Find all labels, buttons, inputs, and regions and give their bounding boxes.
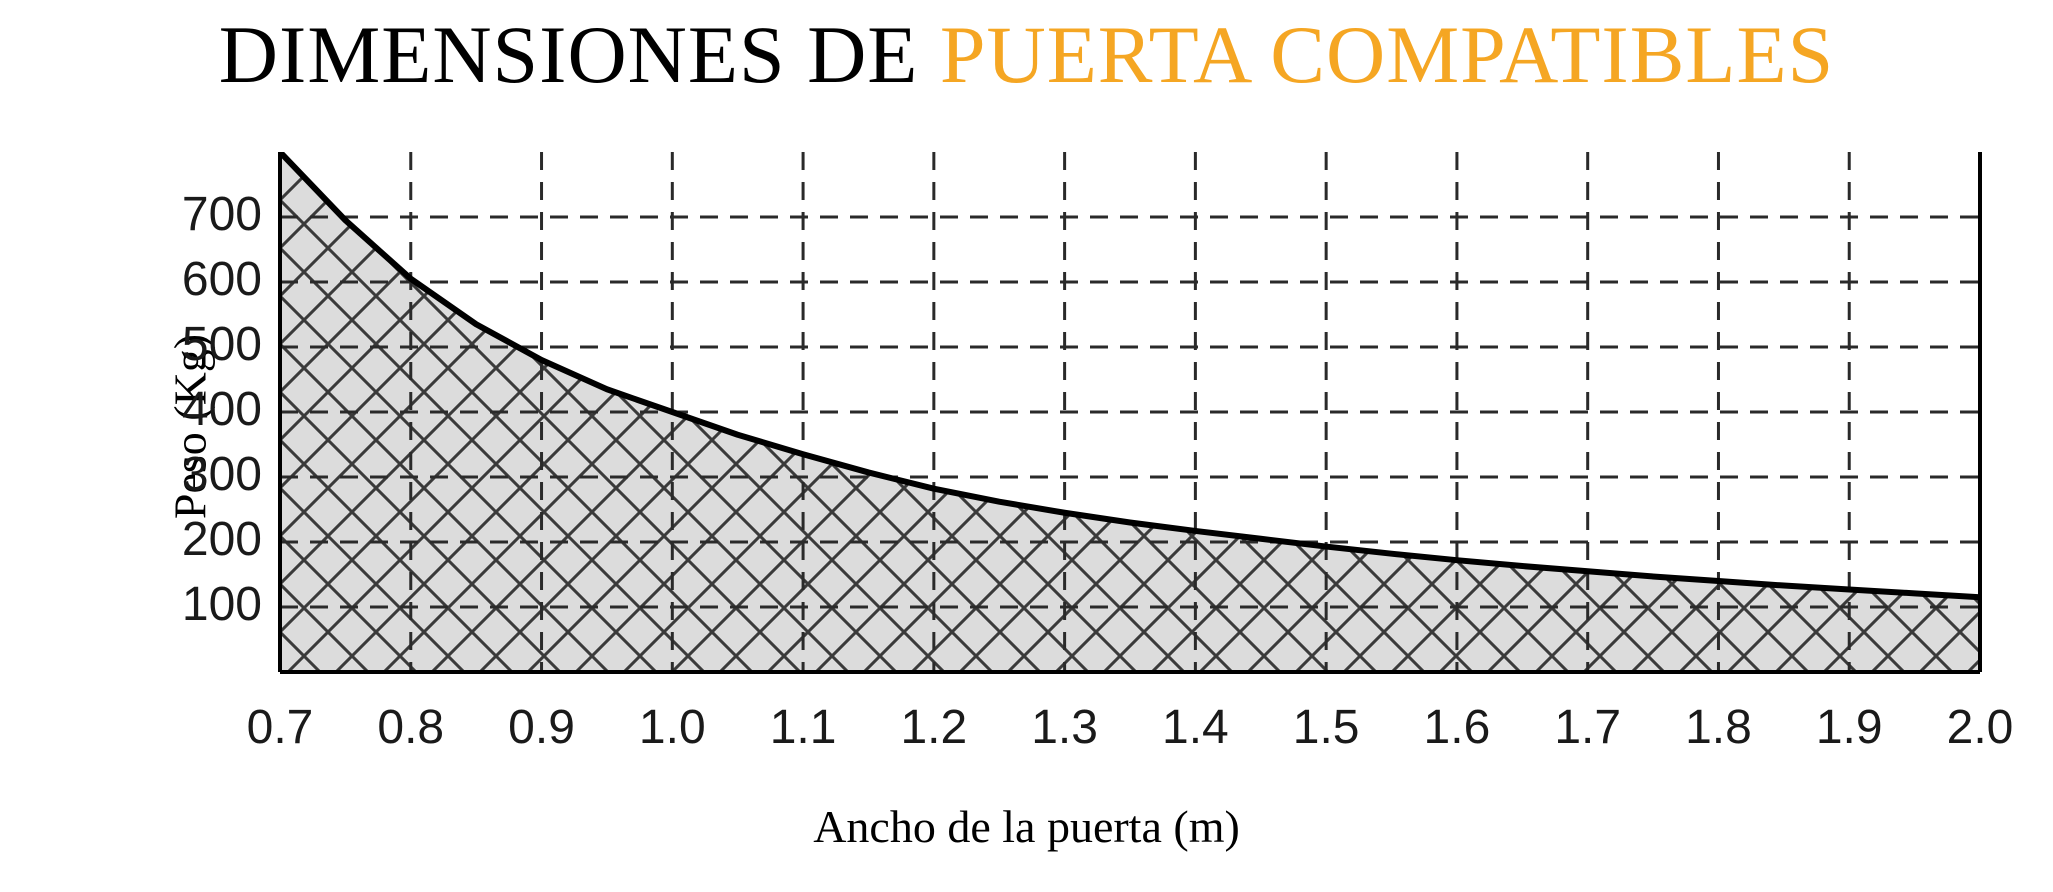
x-axis-label: Ancho de la puerta (m) xyxy=(0,800,2053,853)
y-tick-label: 500 xyxy=(152,317,262,372)
x-tick-label: 1.8 xyxy=(1678,700,1758,755)
chart-title-part1: DIMENSIONES DE xyxy=(219,9,940,100)
x-tick-label: 1.2 xyxy=(894,700,974,755)
y-tick-label: 300 xyxy=(152,447,262,502)
x-tick-label: 1.4 xyxy=(1155,700,1235,755)
x-tick-label: 1.1 xyxy=(763,700,843,755)
chart-plot-area xyxy=(280,152,1980,672)
x-tick-label: 1.9 xyxy=(1809,700,1889,755)
x-tick-label: 1.0 xyxy=(632,700,712,755)
x-tick-label: 1.5 xyxy=(1286,700,1366,755)
y-tick-label: 100 xyxy=(152,577,262,632)
x-tick-label: 1.3 xyxy=(1025,700,1105,755)
chart-title: DIMENSIONES DE PUERTA COMPATIBLES xyxy=(0,8,2053,102)
x-tick-label: 0.9 xyxy=(502,700,582,755)
x-tick-label: 0.8 xyxy=(371,700,451,755)
y-tick-label: 200 xyxy=(152,512,262,567)
y-tick-label: 400 xyxy=(152,382,262,437)
x-tick-label: 0.7 xyxy=(240,700,320,755)
chart-title-part2: PUERTA COMPATIBLES xyxy=(940,9,1834,100)
chart-container: DIMENSIONES DE PUERTA COMPATIBLES Peso (… xyxy=(0,0,2053,892)
y-tick-label: 700 xyxy=(152,187,262,242)
y-tick-label: 600 xyxy=(152,252,262,307)
x-tick-label: 1.7 xyxy=(1548,700,1628,755)
x-tick-label: 1.6 xyxy=(1417,700,1497,755)
x-tick-label: 2.0 xyxy=(1940,700,2020,755)
